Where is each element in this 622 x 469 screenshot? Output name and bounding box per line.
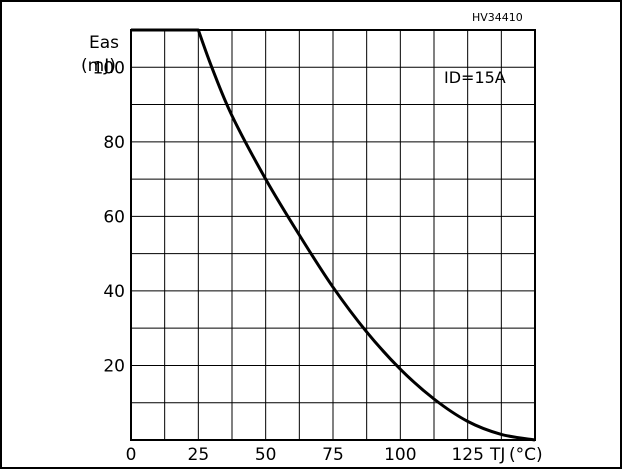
y-tick-label: 60	[103, 207, 125, 227]
x-axis-label: TJ	[489, 445, 505, 465]
x-tick-label: 100	[384, 445, 416, 465]
x-axis-unit: (°C)	[509, 445, 543, 465]
y-tick-label: 20	[103, 356, 125, 376]
y-axis-label: Eas	[89, 33, 119, 53]
curve-layer	[131, 28, 536, 442]
tick-labels: 0 25 50 75 100 125 20 40 60 80 100	[93, 58, 484, 465]
x-tick-label: 75	[322, 445, 344, 465]
x-tick-label: 25	[188, 445, 210, 465]
plot-frame	[130, 29, 536, 441]
condition-label: ID=15A	[444, 68, 506, 87]
y-tick-label: 40	[103, 282, 125, 302]
y-tick-label: 80	[103, 133, 125, 153]
figure-code: HV34410	[472, 11, 523, 24]
y-axis-unit: (mJ)	[81, 56, 116, 76]
series-line	[131, 28, 536, 442]
x-tick-label: 50	[255, 445, 277, 465]
y-tick-label: 100	[93, 58, 125, 78]
x-tick-label: 0	[126, 445, 137, 465]
grid	[131, 30, 535, 440]
x-tick-label: 125	[451, 445, 483, 465]
plot-area-border	[130, 29, 536, 441]
